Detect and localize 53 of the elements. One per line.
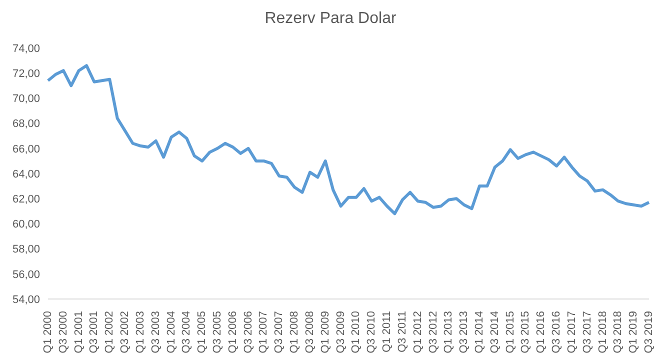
x-tick-label: Q1 2000 <box>42 311 54 354</box>
x-tick-label: Q3 2012 <box>427 311 440 354</box>
x-tick-label: Q3 2005 <box>212 311 224 354</box>
x-tick-label: Q3 2008 <box>304 311 316 354</box>
y-tick-label: 68,00 <box>12 118 40 130</box>
y-tick-label: 70,00 <box>12 93 40 106</box>
x-tick-label: Q1 2007 <box>258 311 270 354</box>
x-tick-label: Q1 2006 <box>226 311 239 354</box>
y-tick-label: 60,00 <box>12 218 40 231</box>
x-tick-label: Q3 2013 <box>458 311 470 354</box>
chart-title: Rezerv Para Dolar <box>264 10 398 28</box>
x-tick-label: Q1 2014 <box>473 311 486 354</box>
x-tick-label: Q1 2001 <box>72 311 85 354</box>
x-tick-label: Q1 2019 <box>628 311 640 354</box>
y-tick-label: 54,00 <box>12 294 40 306</box>
x-tick-label: Q3 2015 <box>520 311 532 354</box>
x-tick-label: Q3 2002 <box>119 311 132 354</box>
x-tick-label: Q1 2015 <box>504 311 516 354</box>
line-series <box>46 64 650 216</box>
x-tick-label: Q1 2012 <box>412 311 424 354</box>
y-tick-label: 74,00 <box>12 42 40 55</box>
x-tick-label: Q3 2011 <box>396 311 408 352</box>
x-tick-label: Q3 2016 <box>550 311 563 354</box>
x-tick-label: Q1 2003 <box>134 311 146 354</box>
x-tick-label: Q1 2009 <box>319 311 332 354</box>
x-tick-label: Q3 2006 <box>242 311 254 354</box>
y-tick-label: 66,00 <box>12 143 40 156</box>
x-tick-label: Q3 2017 <box>581 311 594 354</box>
y-tick-label: 58,00 <box>12 244 40 256</box>
x-tick-label: Q3 2009 <box>334 311 347 354</box>
x-tick-label: Q1 2005 <box>196 311 208 354</box>
x-tick-label: Q1 2016 <box>535 311 548 354</box>
x-tick-label: Q1 2008 <box>288 311 301 354</box>
x-tick-label: Q3 2019 <box>643 311 655 354</box>
x-tick-label: Q1 2017 <box>566 311 578 354</box>
x-tick-label: Q3 2018 <box>612 311 624 354</box>
x-tick-label: Q1 2002 <box>104 311 116 354</box>
x-tick-label: Q3 2007 <box>273 311 286 354</box>
x-tick-label: Q3 2003 <box>150 311 162 354</box>
x-tick-label: Q3 2001 <box>88 311 100 354</box>
x-tick-label: Q1 2004 <box>165 311 178 354</box>
x-tick-label: Q1 2013 <box>442 311 455 354</box>
y-tick-label: 64,00 <box>12 168 40 180</box>
y-tick-label: 62,00 <box>12 194 40 206</box>
x-tick-label: Q1 2018 <box>596 311 609 354</box>
x-tick-label: Q3 2010 <box>366 311 378 354</box>
x-tick-label: Q1 2011 <box>381 311 394 352</box>
y-tick-label: 72,00 <box>12 68 40 80</box>
x-tick-label: Q3 2014 <box>488 311 501 354</box>
x-tick-label: Q3 2000 <box>57 311 70 354</box>
x-tick-label: Q1 2010 <box>350 311 362 354</box>
y-tick-label: 56,00 <box>12 268 40 281</box>
x-tick-label: Q3 2004 <box>180 311 193 354</box>
